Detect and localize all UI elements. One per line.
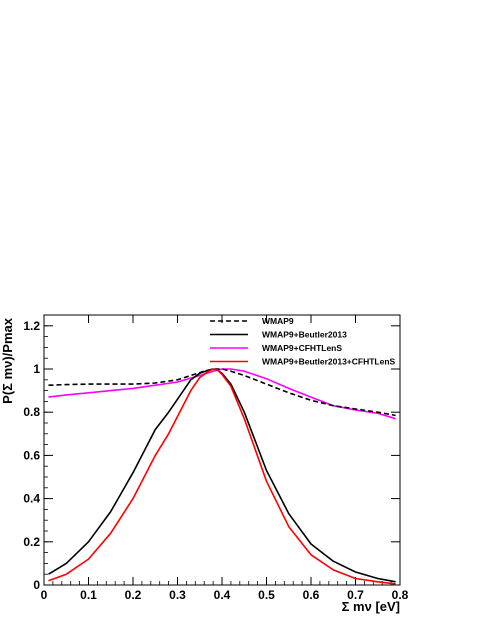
x-tick-label: 0.3 [169,588,186,602]
x-axis-title: Σ mν [eV] [342,599,400,614]
x-tick-label: 0.8 [392,588,409,602]
legend-label: WMAP9+CFHTLenS [262,343,342,353]
legend: WMAP9 WMAP9+Beutler2013 WMAP9+CFHTLenS WMAP… [210,316,396,367]
x-tick-label: 0.6 [303,588,320,602]
legend-label: WMAP9 [262,316,294,326]
axis-ticks [43,314,401,586]
plot-frame [43,314,401,586]
series-lines [48,368,396,585]
legend-label: WMAP9+Beutler2013 [262,330,347,340]
y-axis-title: P(Σ mν)/Pmax [0,317,15,404]
series-line-wmap9-beutler2013 [48,368,396,583]
y-tick-label: 0.6 [23,448,40,462]
series-line-wmap9-cfhtlens [48,368,396,420]
x-tick-label: 0.7 [347,588,364,602]
series-line-wmap9-beutler2013-cfhtlens [48,368,396,585]
y-tick-label: 0.4 [23,492,40,506]
y-tick-label: 1.2 [23,319,40,333]
x-tick-label: 0 [41,588,48,602]
y-tick-label: 0 [33,578,40,592]
y-tick-label: 0.2 [23,535,40,549]
y-tick-label: 0.8 [23,405,40,419]
x-tick-label: 0.1 [80,588,97,602]
x-tick-label: 0.2 [125,588,142,602]
x-tick-label: 0.5 [258,588,275,602]
series-line-wmap9 [48,368,396,417]
tick-labels: 0 0.1 0.2 0.3 0.4 0.5 0.6 0.7 0.8 0 0.2 0.4 0.6 0.8 1 1… [23,319,408,602]
legend-label: WMAP9+Beutler2013+CFHTLenS [262,357,396,367]
x-tick-label: 0.4 [214,588,231,602]
y-tick-label: 1 [33,362,40,376]
